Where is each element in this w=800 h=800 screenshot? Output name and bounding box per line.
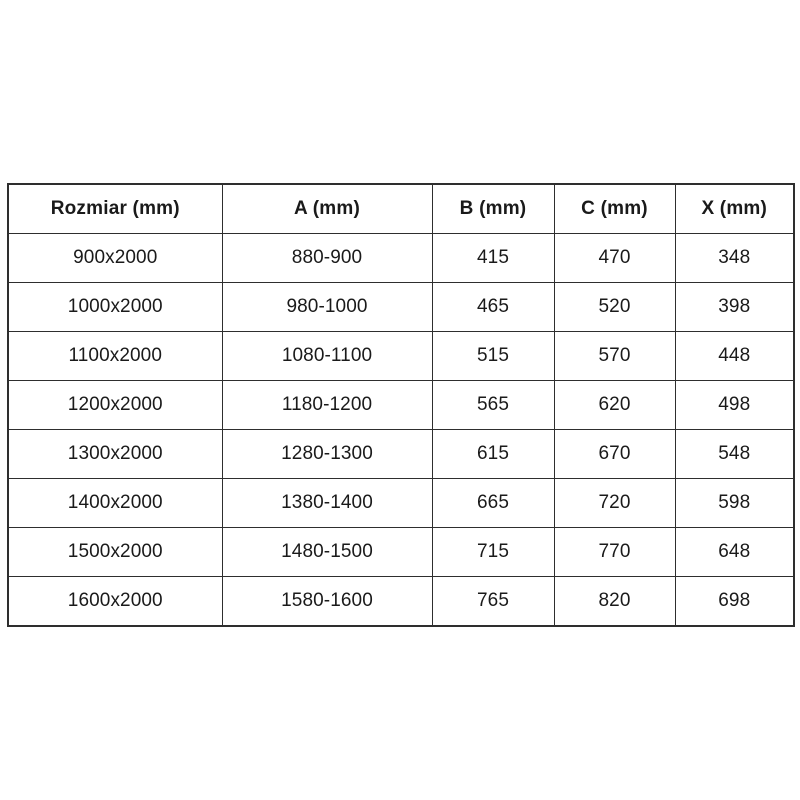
cell-x: 598 (674, 478, 795, 528)
cell-size: 1400x2000 (7, 478, 223, 528)
cell-a: 880-900 (221, 233, 433, 283)
cell-x: 398 (674, 282, 795, 332)
table-header: Rozmiar (mm) A (mm) B (mm) C (mm) X (mm) (7, 183, 795, 234)
cell-size: 1100x2000 (7, 331, 223, 381)
table-header-row: Rozmiar (mm) A (mm) B (mm) C (mm) X (mm) (7, 183, 795, 234)
cell-c: 720 (553, 478, 676, 528)
cell-b: 715 (431, 527, 555, 577)
cell-a: 1380-1400 (221, 478, 433, 528)
cell-c: 820 (553, 576, 676, 627)
cell-c: 670 (553, 429, 676, 479)
cell-c: 570 (553, 331, 676, 381)
table-row: 1000x2000 980-1000 465 520 398 (7, 282, 795, 332)
cell-x: 548 (674, 429, 795, 479)
cell-a: 1080-1100 (221, 331, 433, 381)
cell-b: 765 (431, 576, 555, 627)
cell-a: 980-1000 (221, 282, 433, 332)
cell-size: 1600x2000 (7, 576, 223, 627)
cell-x: 698 (674, 576, 795, 627)
specification-table-container: Rozmiar (mm) A (mm) B (mm) C (mm) X (mm)… (7, 183, 795, 627)
cell-size: 1500x2000 (7, 527, 223, 577)
cell-b: 415 (431, 233, 555, 283)
table-body: 900x2000 880-900 415 470 348 1000x2000 980-100… (7, 233, 795, 627)
table-row: 1300x2000 1280-1300 615 670 548 (7, 429, 795, 479)
table-row: 1200x2000 1180-1200 565 620 498 (7, 380, 795, 430)
cell-b: 465 (431, 282, 555, 332)
column-header-rozmiar: Rozmiar (mm) (7, 183, 223, 234)
cell-size: 900x2000 (7, 233, 223, 283)
cell-b: 515 (431, 331, 555, 381)
cell-size: 1200x2000 (7, 380, 223, 430)
cell-x: 348 (674, 233, 795, 283)
cell-x: 648 (674, 527, 795, 577)
table-row: 1400x2000 1380-1400 665 720 598 (7, 478, 795, 528)
table-row: 1600x2000 1580-1600 765 820 698 (7, 576, 795, 627)
cell-x: 448 (674, 331, 795, 381)
cell-c: 520 (553, 282, 676, 332)
cell-c: 470 (553, 233, 676, 283)
cell-c: 770 (553, 527, 676, 577)
cell-b: 615 (431, 429, 555, 479)
column-header-a: A (mm) (221, 183, 433, 234)
column-header-x: X (mm) (674, 183, 795, 234)
cell-a: 1480-1500 (221, 527, 433, 577)
specification-table: Rozmiar (mm) A (mm) B (mm) C (mm) X (mm)… (7, 183, 795, 627)
table-row: 1500x2000 1480-1500 715 770 648 (7, 527, 795, 577)
table-row: 900x2000 880-900 415 470 348 (7, 233, 795, 283)
cell-b: 665 (431, 478, 555, 528)
cell-size: 1000x2000 (7, 282, 223, 332)
table-row: 1100x2000 1080-1100 515 570 448 (7, 331, 795, 381)
column-header-b: B (mm) (431, 183, 555, 234)
cell-a: 1180-1200 (221, 380, 433, 430)
cell-a: 1280-1300 (221, 429, 433, 479)
cell-c: 620 (553, 380, 676, 430)
cell-x: 498 (674, 380, 795, 430)
cell-a: 1580-1600 (221, 576, 433, 627)
cell-b: 565 (431, 380, 555, 430)
cell-size: 1300x2000 (7, 429, 223, 479)
column-header-c: C (mm) (553, 183, 676, 234)
